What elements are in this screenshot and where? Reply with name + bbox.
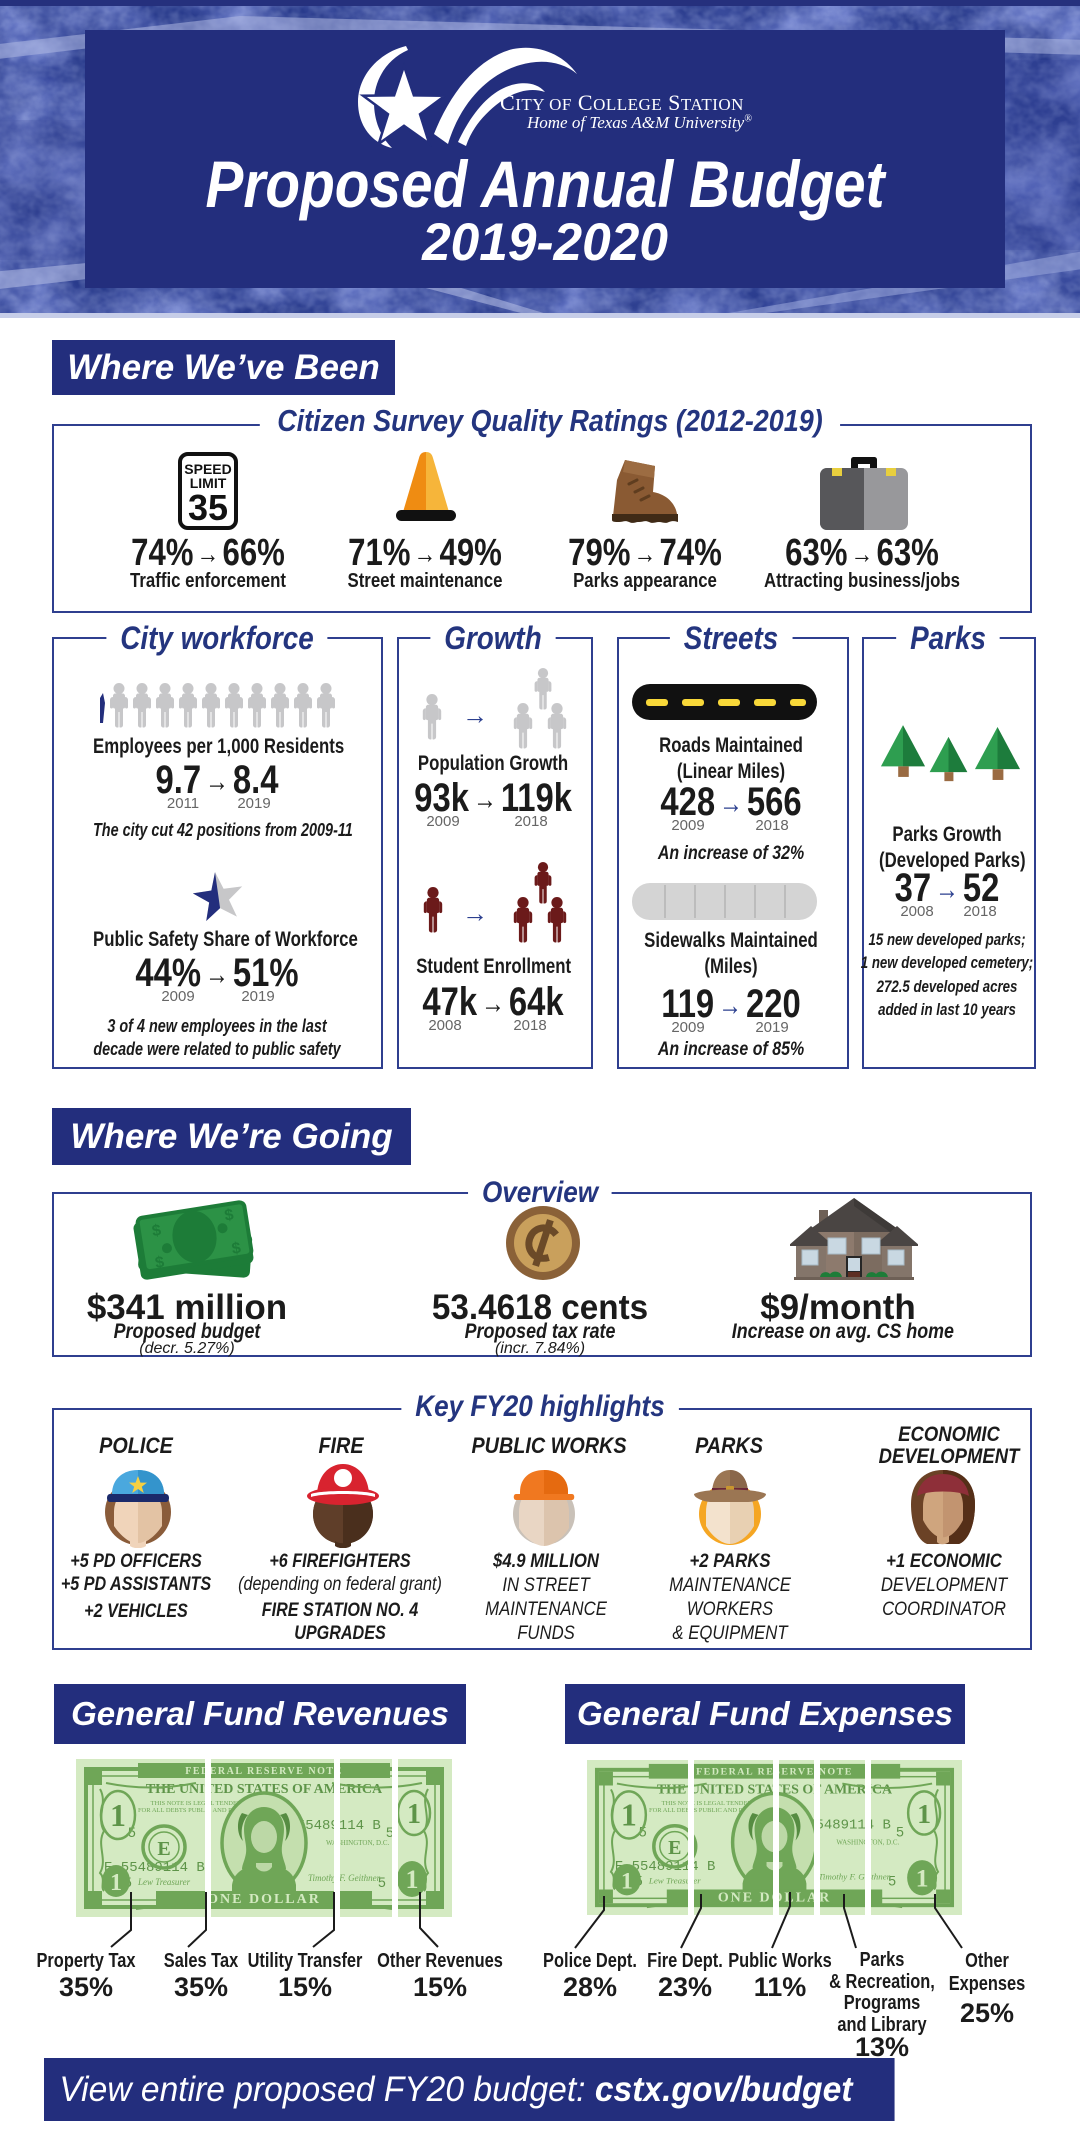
svg-text:$: $ xyxy=(154,1254,166,1272)
svg-text:$: $ xyxy=(151,1222,163,1240)
svg-text:SPEED: SPEED xyxy=(184,461,231,477)
svg-text:$: $ xyxy=(231,1240,243,1258)
svg-text:$: $ xyxy=(223,1206,235,1224)
svg-text:35: 35 xyxy=(188,487,228,528)
svg-text:LIMIT: LIMIT xyxy=(190,475,227,491)
